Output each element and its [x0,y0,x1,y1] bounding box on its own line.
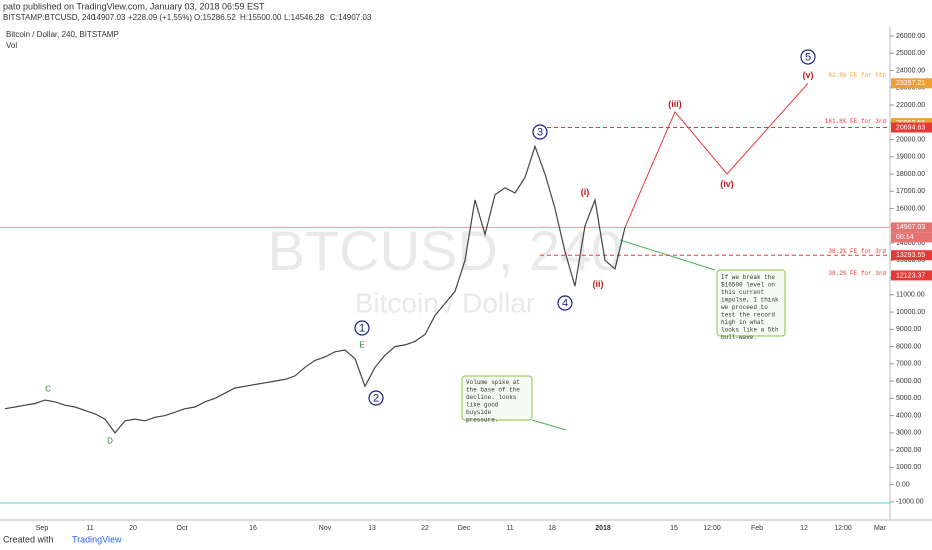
price-label-box [891,222,932,233]
y-tick-label: 16000.00 [896,205,925,212]
legend-volume: Vol [6,41,17,50]
x-tick-label: Nov [319,525,332,532]
wave-label: E [359,341,364,350]
wave-label: (ii) [593,279,604,289]
y-tick-label: 9000.00 [896,326,921,333]
symbol: BITSTAMP:BTCUSD, 240 [3,13,96,22]
y-tick-label: 4000.00 [896,412,921,419]
countdown: 00:14 [896,234,914,241]
wave-circle [800,49,816,65]
price-label: 23257.21 [896,80,925,87]
publisher[interactable]: pato published on TradingView.com, Janua… [3,1,265,11]
x-tick-label: 20 [129,525,137,532]
y-tick-label: 10000.00 [896,309,925,316]
close: C:14907.03 [330,13,372,22]
y-tick-label: 8000.00 [896,343,921,350]
y-tick-label: 2000.00 [896,447,921,454]
last-price: 14907.03 [92,13,126,22]
note-text: Volume spike at the base of the decline. l… [466,379,520,424]
wave-circle [557,295,573,311]
wave-label: (v) [803,70,814,80]
x-tick-label: 12:00 [703,525,721,532]
wave-circle [368,390,384,406]
wave-label: 3 [537,126,543,138]
price-line [4,144,626,434]
x-tick-label: Feb [751,525,763,532]
note-box [461,375,533,421]
y-tick-label: 24000.00 [896,67,925,74]
y-tick-label: 3000.00 [896,430,921,437]
fib-label: 38.2% FE for 3rd [828,248,886,255]
y-tick-label: 20000.00 [896,136,925,143]
x-tick-label: 22 [421,525,429,532]
y-tick-label: 14000.00 [896,240,925,247]
low: L:14546.28 [284,13,325,22]
y-tick-label: 0.00 [896,481,910,488]
y-tick-label: 11000.00 [896,292,925,299]
fib-label: 38.2% FE for 3rd [828,270,886,277]
watermark-symbol: BTCUSD, 240 [268,219,623,282]
wave-label: (i) [581,187,590,197]
wave-circle [532,124,548,140]
y-tick-label: 22000.00 [896,102,925,109]
y-tick-label: 18000.00 [896,171,925,178]
y-tick-label: 19000.00 [896,154,925,161]
price-label-box [891,250,932,261]
x-tick-label: Mar [874,525,887,532]
y-tick-label: -1000.00 [896,499,924,506]
note-box [716,269,786,337]
x-tick-label: 18 [548,525,556,532]
price-label-box [891,78,932,89]
wave-circle [354,320,370,336]
price-label: 20694.63 [896,124,925,131]
fib-label: 161.8% FE for 3rd [825,118,887,125]
price-label-box [891,122,932,133]
projection-line [624,82,809,228]
x-tick-label: 12 [800,525,808,532]
x-tick-label: 11 [86,525,93,532]
x-tick-label: Sep [36,525,49,532]
countdown-box [891,232,932,243]
y-tick-label: 26000.00 [896,33,925,40]
footer-brand[interactable]: TradingView [72,534,122,544]
x-tick-label: 2018 [595,525,611,532]
wave-label: C [45,385,51,394]
price-label: 12123.37 [896,272,925,279]
y-tick-label: 7000.00 [896,361,921,368]
x-tick-label: Oct [177,525,188,532]
x-tick-label: 11 [506,525,513,532]
y-tick-label: 13000.00 [896,257,925,264]
y-tick-label: 6000.00 [896,378,921,385]
wave-label: D [107,437,113,446]
wave-label: (iii) [668,99,682,109]
y-tick-label: 17000.00 [896,188,925,195]
legend-name: Bitcoin / Dollar, 240, BITSTAMP [6,30,119,39]
high: H:15500.00 [240,13,282,22]
x-tick-label: 15 [670,525,678,532]
y-tick-label: 5000.00 [896,395,921,402]
wave-label: 1 [359,322,365,334]
note-text: If we break the $16500 level on this curre… [721,274,779,341]
open: O:15286.52 [194,13,236,22]
y-tick-label: 1000.00 [896,464,921,471]
price-label: 13293.55 [896,252,925,259]
wave-label: (iv) [720,179,734,189]
y-tick-label: 25000.00 [896,50,925,57]
note-arrow [531,419,567,431]
x-tick-label: Dec [458,525,471,532]
footer-created: Created with [3,534,54,544]
x-tick-label: 12:00 [834,525,852,532]
change: +228.09 (+1.55%) [128,13,192,22]
wave-label: 5 [805,51,811,63]
price-label: 14907.03 [896,224,925,231]
wave-label: 4 [562,297,568,309]
x-tick-label: 13 [368,525,376,532]
wave-label: 2 [373,392,379,404]
price-label-box [891,270,932,281]
fib-label: 82.8% FE for 5th [828,72,886,79]
x-tick-label: 16 [249,525,257,532]
